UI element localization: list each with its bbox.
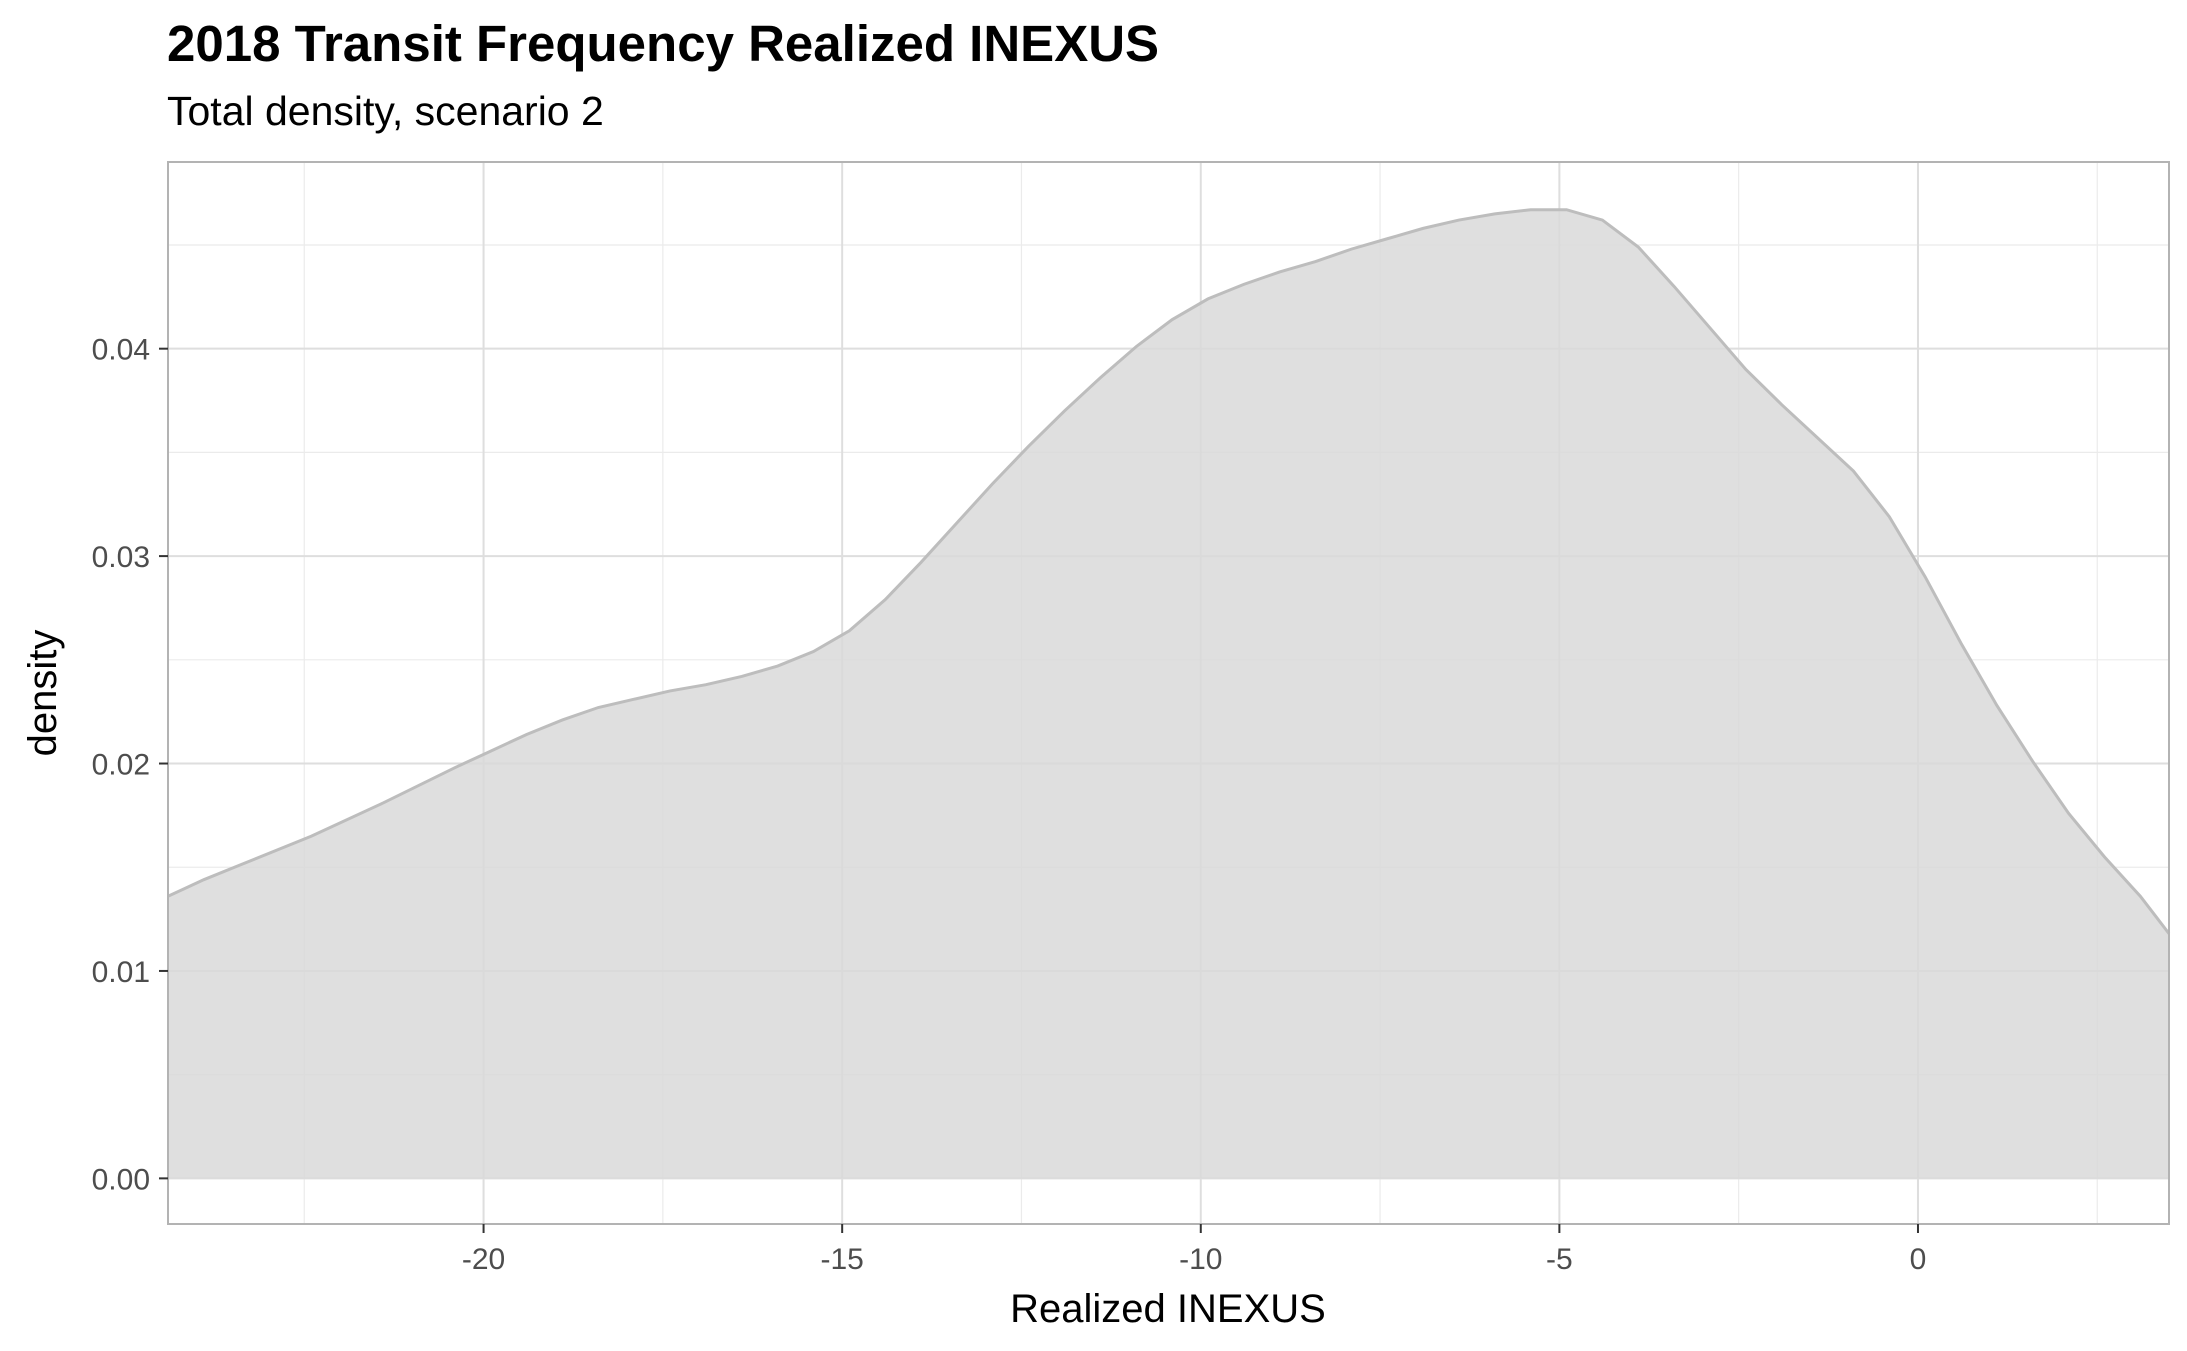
x-tick-label: -5 bbox=[1546, 1243, 1573, 1276]
chart-subtitle: Total density, scenario 2 bbox=[167, 88, 604, 134]
x-tick-label: -20 bbox=[462, 1243, 505, 1276]
plot-border bbox=[167, 161, 2170, 1225]
y-tick-label: 0.02 bbox=[92, 749, 150, 782]
y-axis: 0.00 0.01 0.02 0.03 0.04 bbox=[92, 334, 168, 1196]
x-tick-label: 0 bbox=[1910, 1243, 1927, 1276]
y-tick-label: 0.04 bbox=[92, 334, 150, 367]
y-tick-label: 0.01 bbox=[92, 956, 150, 989]
density-area bbox=[168, 209, 2169, 1179]
x-axis: -20 -15 -10 -5 0 bbox=[462, 1224, 1926, 1276]
y-tick-label: 0.03 bbox=[92, 541, 150, 574]
x-tick-label: -15 bbox=[820, 1243, 863, 1276]
x-axis-title: Realized INEXUS bbox=[1010, 1287, 1326, 1331]
x-tick-label: -10 bbox=[1179, 1243, 1222, 1276]
y-axis-title: density bbox=[21, 630, 65, 757]
chart-title: 2018 Transit Frequency Realized INEXUS bbox=[167, 15, 1160, 72]
y-tick-label: 0.00 bbox=[92, 1163, 150, 1196]
density-line bbox=[167, 208, 2171, 935]
